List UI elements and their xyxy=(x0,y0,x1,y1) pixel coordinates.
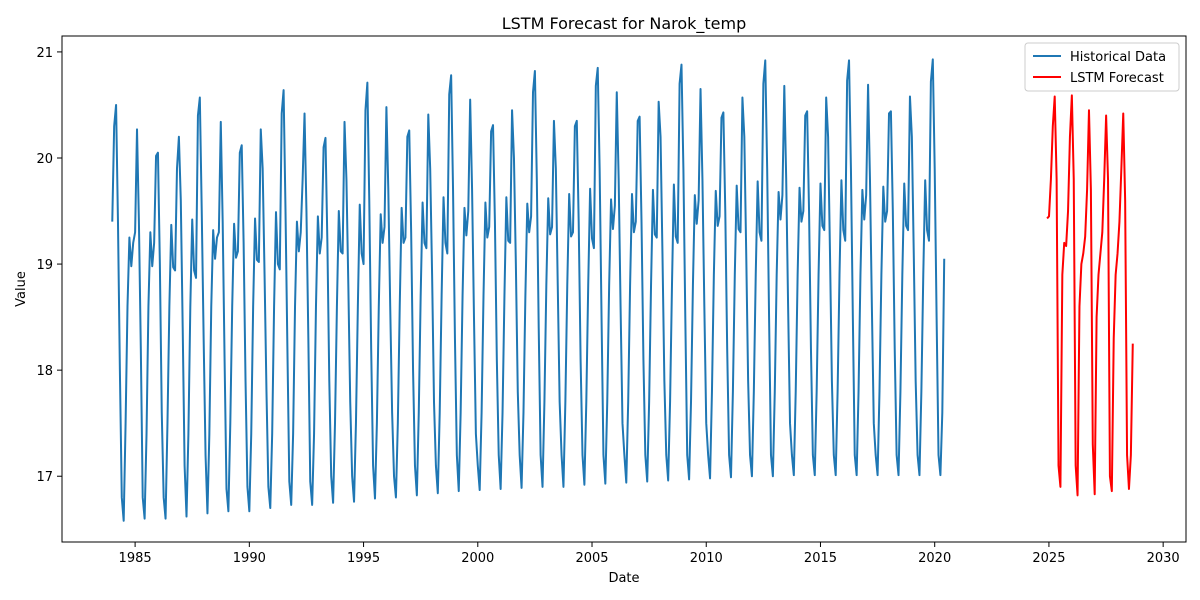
y-tick-label: 18 xyxy=(36,364,53,379)
series-line-forecast xyxy=(1046,94,1134,497)
series-line-historical xyxy=(111,58,946,522)
y-tick-label: 21 xyxy=(36,46,53,61)
chart-title: LSTM Forecast for Narok_temp xyxy=(502,14,747,34)
x-tick-label: 1990 xyxy=(233,551,266,566)
plot-frame xyxy=(61,35,1187,543)
series-layer xyxy=(111,58,1134,522)
y-tick-label: 17 xyxy=(36,470,53,485)
legend-box xyxy=(1024,42,1180,92)
x-axis: 1985 1990 1995 2000 2005 2010 2015 2020 2025 2030 xyxy=(119,542,1180,566)
x-tick-label: 2000 xyxy=(461,551,494,566)
x-tick-label: 2015 xyxy=(804,551,837,566)
y-axis-label: Value xyxy=(14,271,29,307)
legend-label-historical: Historical Data xyxy=(1070,50,1166,65)
x-tick-label: 2025 xyxy=(1032,551,1065,566)
x-tick-label: 1985 xyxy=(119,551,152,566)
y-axis: 17 18 19 20 21 xyxy=(36,46,62,485)
legend: Historical Data LSTM Forecast xyxy=(1024,42,1180,92)
x-tick-label: 2005 xyxy=(575,551,608,566)
x-axis-label: Date xyxy=(608,571,639,586)
y-tick-label: 20 xyxy=(36,152,53,167)
x-tick-label: 2010 xyxy=(690,551,723,566)
x-tick-label: 1995 xyxy=(347,551,380,566)
x-tick-label: 2020 xyxy=(918,551,951,566)
y-tick-label: 19 xyxy=(36,258,53,273)
legend-label-forecast: LSTM Forecast xyxy=(1070,71,1164,86)
x-tick-label: 2030 xyxy=(1147,551,1180,566)
